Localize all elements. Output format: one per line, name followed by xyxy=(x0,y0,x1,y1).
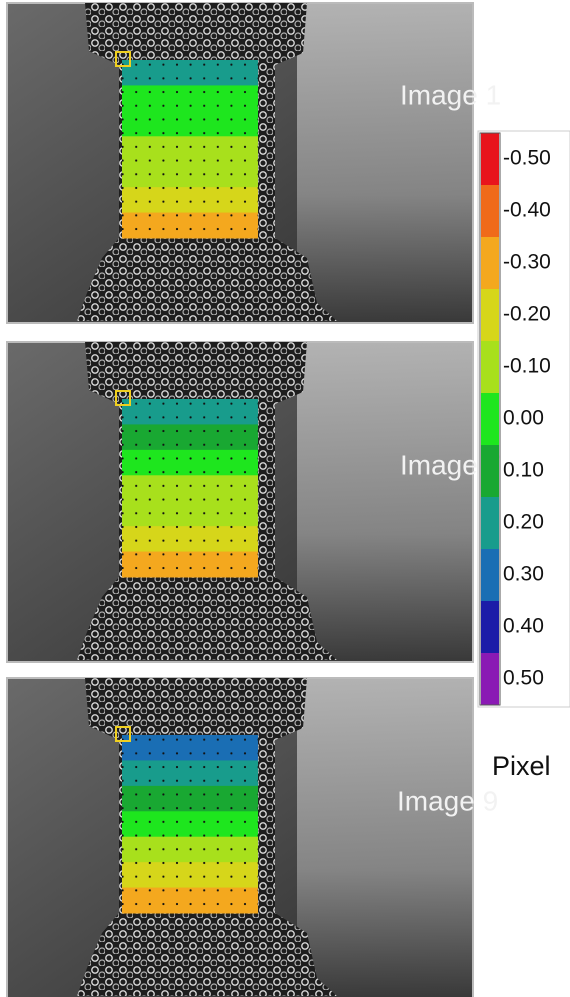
strain-overlay xyxy=(122,735,258,914)
colorbar-swatch xyxy=(481,549,499,602)
colorbar-swatch xyxy=(481,393,499,446)
colorbar-tick-label: 0.00 xyxy=(503,407,544,430)
colorbar-unit: Pixel xyxy=(492,751,551,781)
colorbar-swatch xyxy=(481,653,499,706)
image-label: Image 1 xyxy=(400,79,501,110)
colorbar-tick-label: 0.40 xyxy=(503,615,544,638)
photo-background-right xyxy=(297,678,473,997)
dot-grid xyxy=(122,735,258,913)
colorbar-tick-label: -0.10 xyxy=(503,355,551,378)
strain-overlay xyxy=(122,60,258,239)
colorbar-swatch xyxy=(481,445,499,498)
colorbar-swatch xyxy=(481,133,499,186)
colorbar: -0.50 -0.40 -0.30 -0.20 -0.10 0.00 0.10 0.20 0.3… xyxy=(478,131,570,707)
colorbar-swatch xyxy=(481,601,499,654)
dot-grid xyxy=(122,399,258,577)
image-panel: Image 1 xyxy=(7,3,501,323)
colorbar-swatch xyxy=(481,185,499,238)
colorbar-tick-label: 0.30 xyxy=(503,563,544,586)
photo-background-right xyxy=(297,342,473,662)
colorbar-tick-label: -0.30 xyxy=(503,251,551,274)
colorbar-swatch xyxy=(481,237,499,290)
colorbar-swatch xyxy=(481,497,499,550)
colorbar-swatch xyxy=(481,341,499,394)
colorbar-tick-label: -0.20 xyxy=(503,303,551,326)
colorbar-tick-label: 0.10 xyxy=(503,459,544,482)
colorbar-tick-label: -0.50 xyxy=(503,147,551,170)
image-label: Image 9 xyxy=(397,785,498,816)
figure: Image 1 Image 7 Image 9 -0.50 -0.40 -0.30 -0.2… xyxy=(0,0,570,997)
image-panel: Image 7 xyxy=(7,342,501,662)
colorbar-tick-label: 0.50 xyxy=(503,667,544,690)
strain-overlay xyxy=(122,399,258,578)
colorbar-swatch xyxy=(481,289,499,342)
dot-grid xyxy=(122,60,258,238)
page: Image 1 Image 7 Image 9 -0.50 -0.40 -0.30 -0.2… xyxy=(0,0,570,997)
colorbar-tick-label: -0.40 xyxy=(503,199,551,222)
photo-background-right xyxy=(297,3,473,323)
image-panel: Image 9 xyxy=(7,678,498,997)
colorbar-tick-label: 0.20 xyxy=(503,511,544,534)
